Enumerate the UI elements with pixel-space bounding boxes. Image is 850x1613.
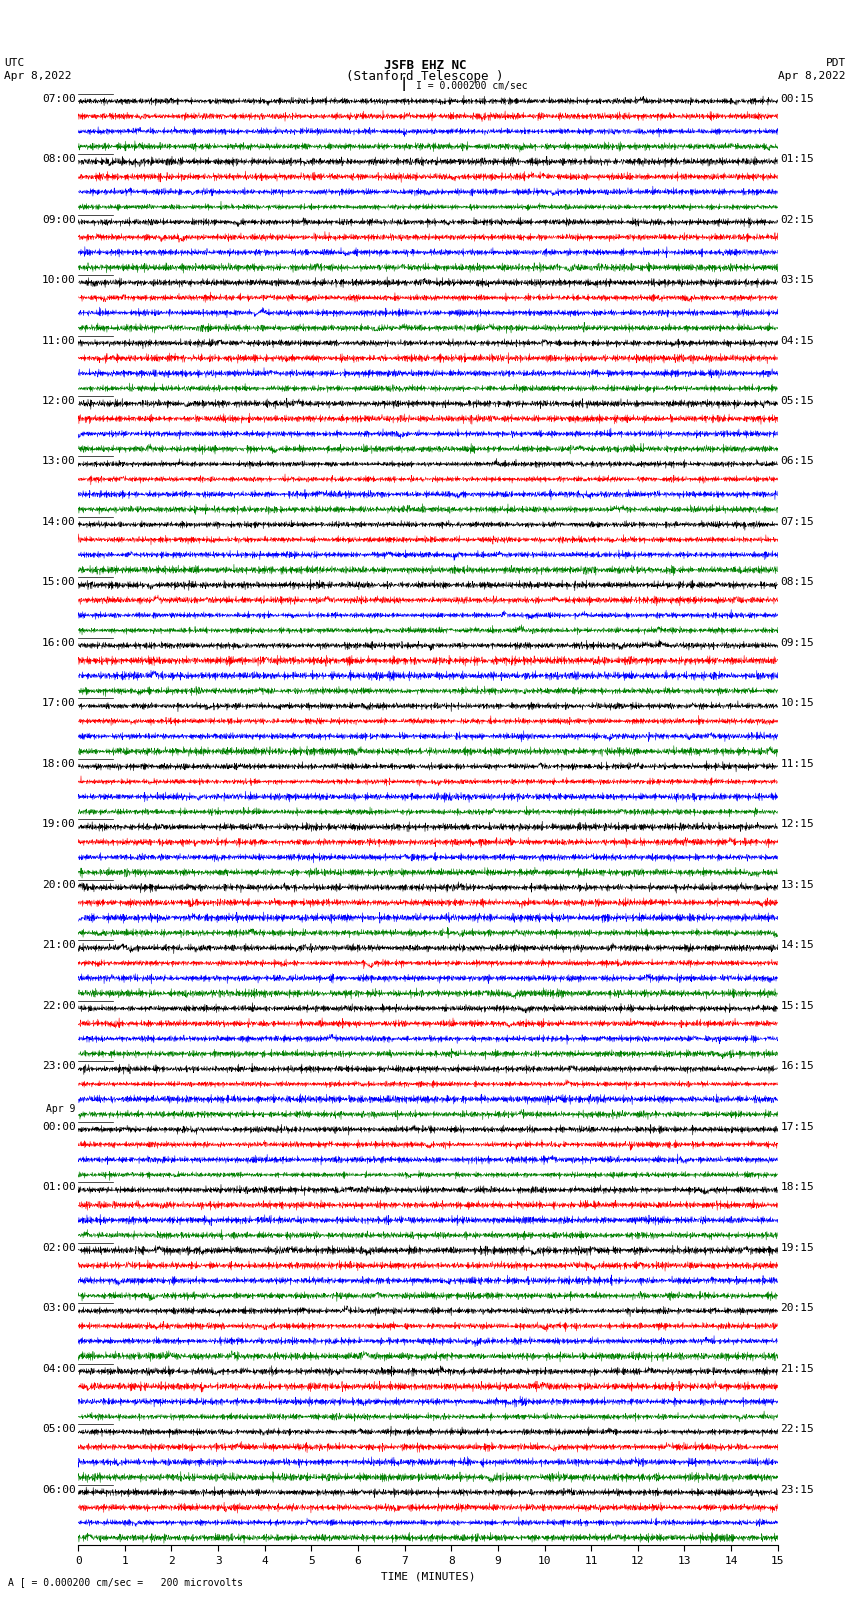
Text: 13:15: 13:15 [780,881,814,890]
Text: 01:00: 01:00 [42,1182,76,1192]
Text: 08:15: 08:15 [780,577,814,587]
Text: 14:00: 14:00 [42,516,76,527]
Text: 19:15: 19:15 [780,1242,814,1253]
Text: Apr 9: Apr 9 [46,1103,76,1113]
Text: 21:15: 21:15 [780,1365,814,1374]
Text: 00:15: 00:15 [780,94,814,103]
Text: 17:15: 17:15 [780,1123,814,1132]
Text: 18:00: 18:00 [42,760,76,769]
Text: JSFB EHZ NC: JSFB EHZ NC [383,58,467,71]
Text: 12:15: 12:15 [780,819,814,829]
Text: 23:15: 23:15 [780,1484,814,1495]
Text: 18:15: 18:15 [780,1182,814,1192]
Text: 10:00: 10:00 [42,276,76,286]
Text: 09:15: 09:15 [780,637,814,648]
Text: 13:00: 13:00 [42,456,76,466]
Text: 05:15: 05:15 [780,397,814,406]
Text: 01:15: 01:15 [780,155,814,165]
Text: 16:15: 16:15 [780,1061,814,1071]
Text: 00:00: 00:00 [42,1123,76,1132]
Text: 08:00: 08:00 [42,155,76,165]
Text: 09:00: 09:00 [42,215,76,224]
Text: 15:00: 15:00 [42,577,76,587]
Text: 12:00: 12:00 [42,397,76,406]
Text: A [ = 0.000200 cm/sec =   200 microvolts: A [ = 0.000200 cm/sec = 200 microvolts [8,1578,243,1587]
Text: I = 0.000200 cm/sec: I = 0.000200 cm/sec [416,81,528,90]
Text: 02:15: 02:15 [780,215,814,224]
Text: (Stanford Telescope ): (Stanford Telescope ) [346,69,504,84]
Text: UTC: UTC [4,58,25,68]
Text: 15:15: 15:15 [780,1000,814,1011]
Text: Apr 8,2022: Apr 8,2022 [4,71,71,81]
Text: 10:15: 10:15 [780,698,814,708]
Text: 11:00: 11:00 [42,336,76,345]
Text: 22:00: 22:00 [42,1000,76,1011]
Text: 07:15: 07:15 [780,516,814,527]
Text: 21:00: 21:00 [42,940,76,950]
Text: 20:00: 20:00 [42,881,76,890]
Text: |: | [400,77,408,90]
Text: Apr 8,2022: Apr 8,2022 [779,71,846,81]
Text: 16:00: 16:00 [42,637,76,648]
Text: PDT: PDT [825,58,846,68]
Text: 22:15: 22:15 [780,1424,814,1434]
Text: 06:00: 06:00 [42,1484,76,1495]
Text: 06:15: 06:15 [780,456,814,466]
Text: 05:00: 05:00 [42,1424,76,1434]
Text: 07:00: 07:00 [42,94,76,103]
Text: 14:15: 14:15 [780,940,814,950]
X-axis label: TIME (MINUTES): TIME (MINUTES) [381,1571,475,1581]
Text: 17:00: 17:00 [42,698,76,708]
Text: 11:15: 11:15 [780,760,814,769]
Text: 20:15: 20:15 [780,1303,814,1313]
Text: 23:00: 23:00 [42,1061,76,1071]
Text: 03:00: 03:00 [42,1303,76,1313]
Text: 19:00: 19:00 [42,819,76,829]
Text: 02:00: 02:00 [42,1242,76,1253]
Text: 04:15: 04:15 [780,336,814,345]
Text: 03:15: 03:15 [780,276,814,286]
Text: 04:00: 04:00 [42,1365,76,1374]
